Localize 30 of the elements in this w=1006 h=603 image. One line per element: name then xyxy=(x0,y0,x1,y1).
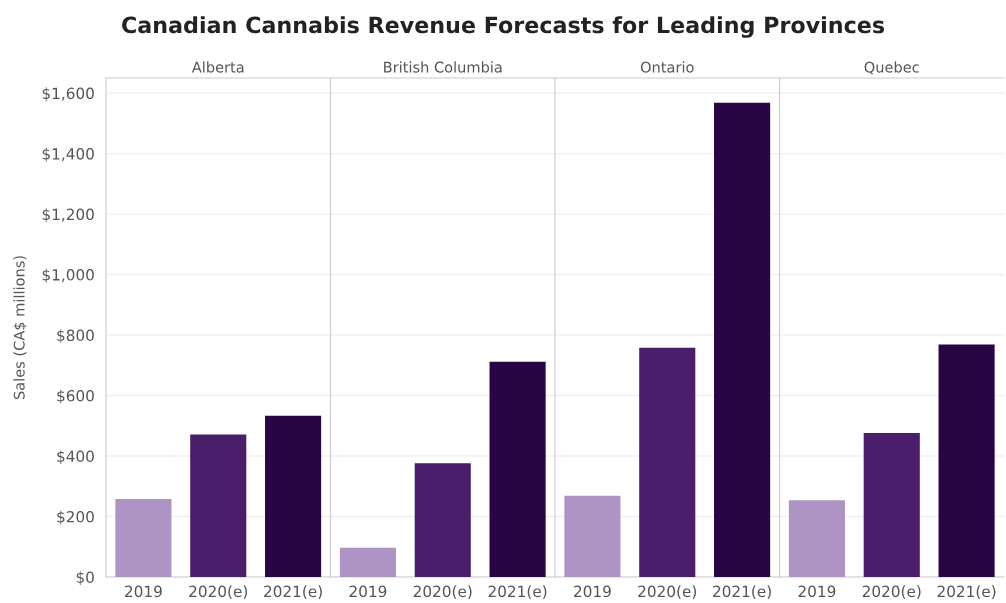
x-tick-label: 2021(e) xyxy=(264,585,322,599)
chart-title: Ontario xyxy=(640,61,694,73)
y-tick-label: $800 xyxy=(57,329,94,344)
x-tick-label: 2019 xyxy=(125,585,162,598)
x-tick-label: 2021(e) xyxy=(488,585,547,599)
y-tick-label: $400 xyxy=(57,450,94,465)
x-tick-label: 2019 xyxy=(349,585,387,598)
y-tick-label: $1,600 xyxy=(42,87,94,102)
bar xyxy=(190,434,247,577)
x-tick-label: 2021(e) xyxy=(713,585,771,599)
y-tick-label: $600 xyxy=(57,389,94,404)
y-tick-label: $1,000 xyxy=(42,268,94,283)
x-tick-label: 2020(e) xyxy=(638,585,697,599)
x-tick-label: 2020(e) xyxy=(862,585,921,599)
x-tick-label: 2019 xyxy=(798,585,836,598)
bar xyxy=(265,415,322,577)
chart-title: British Columbia xyxy=(384,61,502,73)
chart-title: Alberta xyxy=(191,61,244,73)
bar xyxy=(115,498,172,577)
y-tick-label: $1,200 xyxy=(42,208,94,223)
y-tick-label: $200 xyxy=(57,510,94,525)
x-tick-label: 2020(e) xyxy=(189,585,248,599)
y-axis-title: Sales (CA$ millions) xyxy=(13,256,27,400)
chart-title: Quebec xyxy=(864,61,919,75)
x-tick-label: 2019 xyxy=(574,585,611,598)
x-tick-label: 2020(e) xyxy=(413,585,472,599)
y-tick-label: $1,400 xyxy=(42,147,94,162)
y-tick-label: $0 xyxy=(76,571,94,586)
text: Canadian Cannabis Revenue Forecasts for Leading Provinces xyxy=(122,16,885,38)
x-tick-label: 2021(e) xyxy=(937,585,996,599)
